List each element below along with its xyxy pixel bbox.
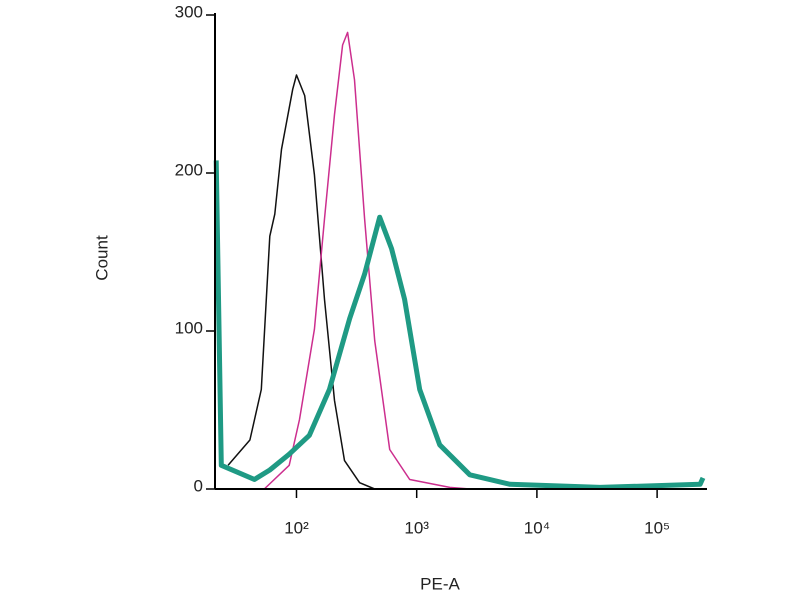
y-axis-label: Count — [92, 235, 111, 281]
series-line — [213, 160, 706, 490]
y-tick-label: 100 — [175, 318, 203, 337]
x-axis-label: PE-A — [420, 574, 460, 593]
x-tick-label: 10³ — [404, 518, 429, 537]
series-line — [263, 31, 470, 490]
x-tick-label: 10² — [284, 518, 309, 537]
y-tick-label: 300 — [175, 2, 203, 21]
x-tick-label: 10⁵ — [644, 518, 670, 537]
series-line — [227, 74, 375, 490]
y-tick-label: 200 — [175, 160, 203, 179]
y-tick-label: 0 — [194, 476, 203, 495]
x-tick-label: 10⁴ — [524, 518, 550, 537]
